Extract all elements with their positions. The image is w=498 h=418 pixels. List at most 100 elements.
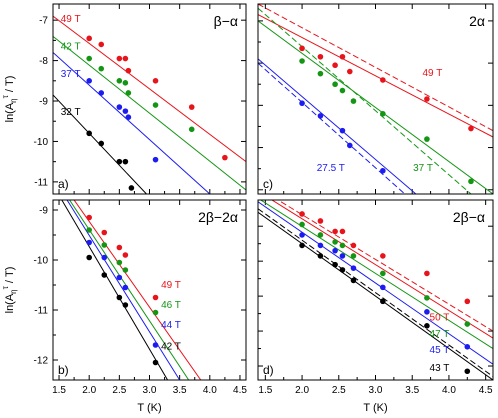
x-tick-label: 4.5 xyxy=(233,385,247,396)
x-tick-label: 1.5 xyxy=(52,385,66,396)
y-tick-label: -7 xyxy=(39,16,48,27)
data-point xyxy=(152,359,159,366)
series-label: 45 T xyxy=(430,345,450,356)
series-label: 49 T xyxy=(423,68,443,79)
data-point xyxy=(222,154,228,161)
data-point xyxy=(339,253,346,259)
data-point xyxy=(188,104,195,110)
data-point xyxy=(101,229,108,236)
data-point xyxy=(317,232,324,238)
data-point xyxy=(464,343,471,350)
x-tick-label: 3.5 xyxy=(405,385,419,396)
panel-title: 2α xyxy=(469,13,485,29)
data-point xyxy=(116,274,123,281)
y-tick-label: -8 xyxy=(39,56,48,67)
data-point xyxy=(122,158,129,165)
panel-d: 1.5 2.0 2.5 3.0 3.5 4.0 4.5 50 T 47 T 45 T 43 T 2β−… xyxy=(257,199,494,414)
data-point xyxy=(350,253,357,259)
panel-a: -7 -8 -9 -10 -11 49 T 42 T 37 T 32 T β−α a) ln(Aητ … xyxy=(1,3,247,195)
fit-line xyxy=(73,200,202,380)
y-tick-label: -12 xyxy=(34,356,49,367)
x-tick-label: 3.0 xyxy=(143,385,157,396)
fit-line xyxy=(258,14,493,138)
panel-letter: b) xyxy=(58,363,69,377)
fit-line xyxy=(271,200,493,339)
data-point xyxy=(332,261,338,268)
series-label: 42 T xyxy=(161,341,181,352)
data-point xyxy=(299,242,305,249)
data-point xyxy=(464,298,471,305)
data-point xyxy=(152,156,159,163)
data-point xyxy=(188,126,195,133)
data-point xyxy=(86,35,92,42)
data-point xyxy=(98,140,105,147)
data-point xyxy=(116,259,123,266)
data-point xyxy=(98,90,105,96)
panel-title: β−α xyxy=(214,13,238,29)
fit-line xyxy=(258,201,493,365)
plot-frame xyxy=(52,3,247,195)
fit-line-dashed xyxy=(258,7,472,194)
data-point xyxy=(424,323,430,329)
fit-line-dashed xyxy=(258,62,406,194)
data-point xyxy=(152,102,159,108)
panel-letter: a) xyxy=(58,177,69,191)
series-label: 32 T xyxy=(61,107,81,118)
data-point xyxy=(299,100,305,107)
data-point xyxy=(101,272,108,278)
series-label: 27.5 T xyxy=(317,163,345,174)
plot-frame xyxy=(257,3,494,195)
x-tick-label: 3.0 xyxy=(369,385,383,396)
data-point xyxy=(332,247,338,254)
panel-letter: c) xyxy=(263,177,273,191)
data-point xyxy=(380,270,386,277)
plot-frame xyxy=(52,199,247,381)
data-point xyxy=(116,55,123,62)
data-point xyxy=(125,90,132,96)
data-point xyxy=(350,265,357,271)
series-label: 37 T xyxy=(61,69,81,80)
data-point xyxy=(317,70,324,77)
data-point xyxy=(86,214,92,221)
x-tick-label: 2.5 xyxy=(112,385,126,396)
data-point xyxy=(86,130,92,137)
fit-line xyxy=(259,200,493,349)
x-tick-label: 4.5 xyxy=(479,385,493,396)
data-point xyxy=(86,227,92,233)
data-point xyxy=(468,125,474,132)
series-label: 42 T xyxy=(61,42,81,53)
panel-title: 2β−2α xyxy=(198,209,238,225)
data-point xyxy=(332,81,338,88)
fit-line xyxy=(53,35,246,191)
data-point xyxy=(122,302,129,308)
series-label: 49 T xyxy=(61,14,81,25)
fit-line xyxy=(258,20,493,194)
y-label-main: ln(A xyxy=(4,102,16,122)
y-label-sup: τ xyxy=(1,94,10,98)
y-tick-label: -10 xyxy=(34,256,49,267)
fit-lines xyxy=(61,200,202,380)
data-point xyxy=(468,178,474,185)
data-point xyxy=(128,185,135,191)
data-point xyxy=(122,80,129,86)
data-point xyxy=(101,254,108,261)
data-point xyxy=(424,136,430,142)
data-point xyxy=(116,158,123,165)
fit-lines xyxy=(53,15,246,194)
data-point xyxy=(86,55,92,62)
data-point xyxy=(317,218,324,224)
x-axis-label: T (K) xyxy=(137,402,161,414)
x-tick-label: 2.0 xyxy=(295,385,309,396)
data-point xyxy=(152,294,159,301)
data-point xyxy=(122,108,129,114)
data-point xyxy=(339,242,346,249)
y-label-end: / T) xyxy=(4,267,16,287)
fit-line xyxy=(258,211,493,380)
fit-line-dashed xyxy=(258,4,493,132)
fit-line xyxy=(258,58,417,194)
fit-line xyxy=(53,15,246,163)
x-tick-label: 4.0 xyxy=(442,385,456,396)
y-axis-label: ln(Aητ / T) xyxy=(1,76,18,123)
data-point xyxy=(332,228,338,235)
series-label: 37 T xyxy=(413,163,433,174)
